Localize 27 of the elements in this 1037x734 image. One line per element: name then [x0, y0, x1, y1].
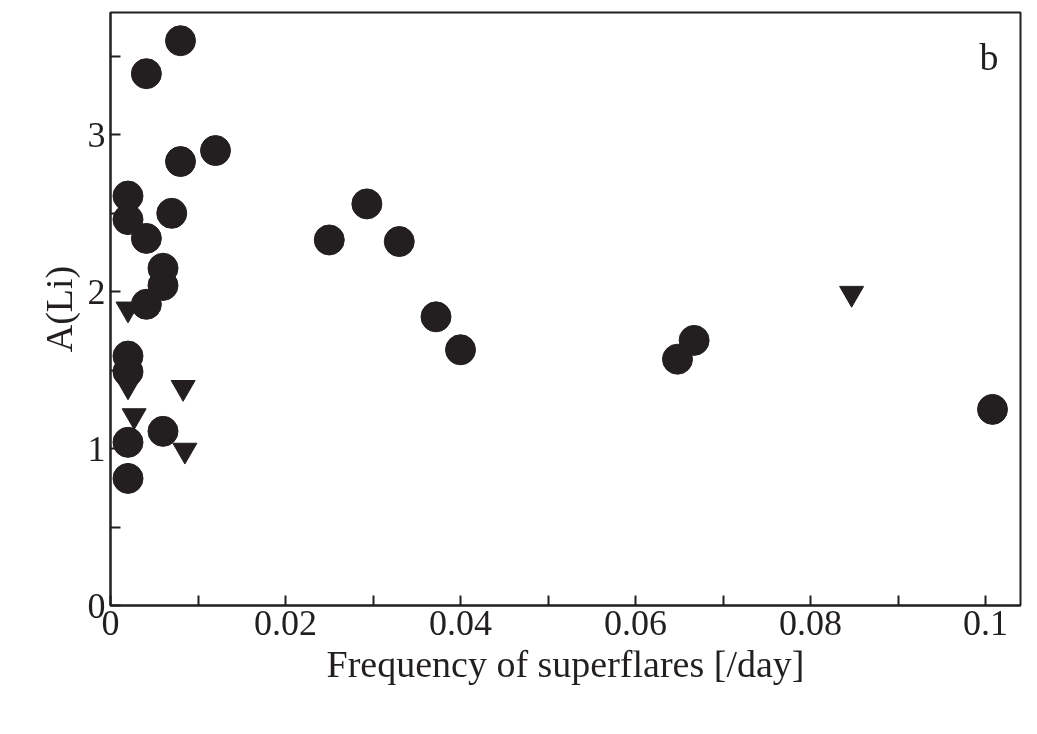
x-tick-label: 0.06: [604, 602, 667, 643]
point: [156, 197, 188, 229]
point: [165, 146, 196, 177]
y-tick-label: 1: [87, 428, 106, 469]
y-tick-label: 2: [87, 271, 106, 312]
point: [112, 426, 144, 458]
y-tick-label: 3: [87, 114, 106, 155]
point: [977, 393, 1008, 425]
x-axis-title: Frequency of superflares [/day]: [326, 642, 805, 685]
point: [112, 462, 144, 494]
point: [165, 25, 196, 57]
x-tick-label: 0.04: [429, 602, 492, 643]
point: [130, 222, 162, 254]
point: [445, 334, 476, 366]
point: [351, 188, 383, 220]
point: [130, 58, 162, 90]
y-axis-title: A(Li): [37, 265, 81, 353]
point: [420, 301, 452, 333]
point: [147, 415, 179, 447]
annotation: b: [979, 35, 999, 78]
point: [200, 135, 231, 167]
x-tick-label: 0.02: [254, 602, 317, 643]
x-tick-label: 0.08: [779, 602, 842, 643]
point: [313, 224, 345, 256]
x-tick-label: 0.1: [963, 602, 1008, 643]
point: [678, 324, 710, 356]
point: [383, 226, 415, 258]
